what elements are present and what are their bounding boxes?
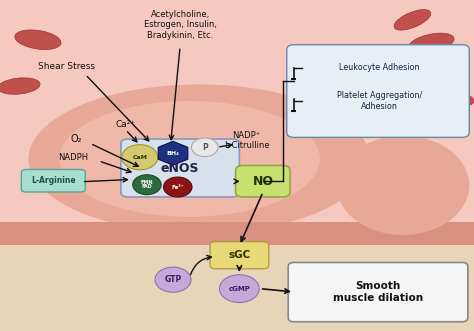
Text: sGC: sGC: [228, 250, 250, 260]
FancyBboxPatch shape: [236, 166, 290, 197]
Ellipse shape: [394, 10, 431, 30]
Text: Acetylcholine,
Estrogen, Insulin,
Bradykinin, Etc.: Acetylcholine, Estrogen, Insulin, Bradyk…: [144, 10, 217, 40]
Ellipse shape: [0, 78, 40, 94]
Circle shape: [191, 138, 218, 157]
FancyBboxPatch shape: [210, 242, 269, 269]
Ellipse shape: [59, 101, 320, 217]
Circle shape: [164, 177, 192, 197]
Text: CaM: CaM: [132, 155, 147, 160]
Text: Shear Stress: Shear Stress: [38, 62, 95, 71]
Ellipse shape: [337, 136, 469, 235]
Polygon shape: [158, 141, 188, 165]
FancyBboxPatch shape: [21, 169, 85, 192]
Ellipse shape: [436, 92, 474, 107]
Text: cGMP: cGMP: [228, 286, 250, 292]
Text: L-Arginine: L-Arginine: [31, 176, 75, 185]
Text: Fe²⁺: Fe²⁺: [172, 184, 184, 190]
Text: FMN: FMN: [141, 180, 153, 185]
Text: FAD: FAD: [142, 184, 152, 189]
Text: NADP⁺
L-Citrulline: NADP⁺ L-Citrulline: [224, 131, 269, 150]
Text: BH₄: BH₄: [166, 151, 180, 156]
FancyBboxPatch shape: [0, 222, 474, 245]
Circle shape: [133, 175, 161, 195]
Text: O₂: O₂: [70, 134, 82, 144]
Ellipse shape: [409, 33, 454, 53]
Ellipse shape: [28, 84, 370, 233]
Circle shape: [122, 145, 158, 170]
Text: Leukocyte Adhesion: Leukocyte Adhesion: [339, 63, 419, 72]
Text: Platelet Aggregation/
Adhesion: Platelet Aggregation/ Adhesion: [337, 91, 422, 111]
Text: Ca²⁺: Ca²⁺: [116, 119, 136, 129]
Text: NADPH: NADPH: [58, 153, 89, 163]
FancyBboxPatch shape: [288, 262, 468, 322]
FancyBboxPatch shape: [0, 0, 474, 245]
FancyBboxPatch shape: [287, 45, 469, 137]
Text: Smooth
muscle dilation: Smooth muscle dilation: [333, 281, 423, 303]
Text: P: P: [202, 143, 208, 152]
Text: NO: NO: [253, 175, 273, 188]
Text: GTP: GTP: [164, 275, 182, 284]
Circle shape: [155, 267, 191, 292]
FancyBboxPatch shape: [0, 245, 474, 331]
FancyBboxPatch shape: [121, 139, 239, 197]
Ellipse shape: [15, 30, 61, 50]
Circle shape: [219, 275, 259, 303]
Text: eNOS: eNOS: [161, 162, 200, 175]
